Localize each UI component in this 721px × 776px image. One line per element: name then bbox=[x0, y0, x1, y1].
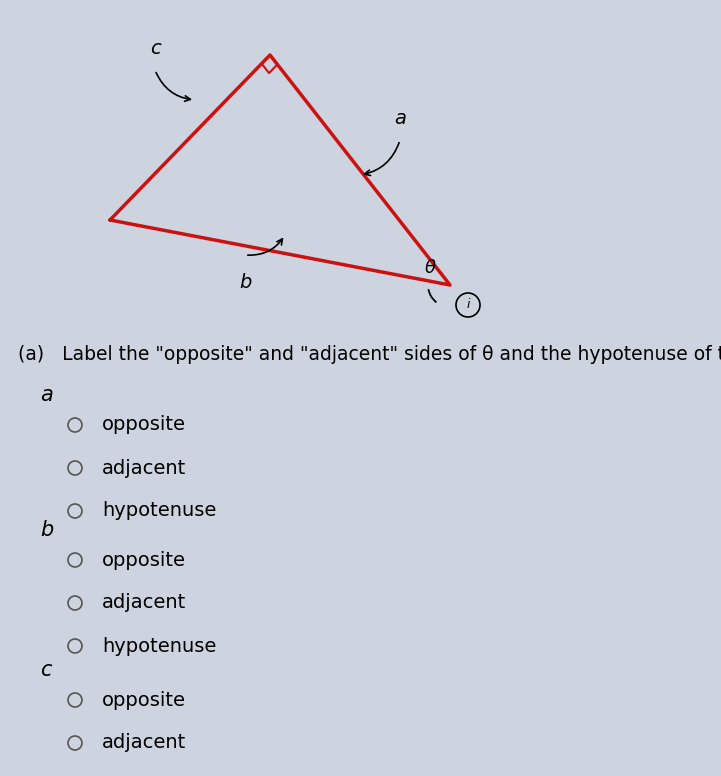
Text: hypotenuse: hypotenuse bbox=[102, 501, 216, 521]
Text: a: a bbox=[40, 385, 53, 405]
Text: a: a bbox=[394, 109, 406, 128]
Text: adjacent: adjacent bbox=[102, 459, 186, 477]
Text: adjacent: adjacent bbox=[102, 733, 186, 753]
Text: b: b bbox=[239, 273, 251, 292]
Text: opposite: opposite bbox=[102, 691, 186, 709]
Text: opposite: opposite bbox=[102, 415, 186, 435]
Text: (a)   Label the "opposite" and "adjacent" sides of θ and the hypotenuse of the t: (a) Label the "opposite" and "adjacent" … bbox=[18, 345, 721, 364]
Text: i: i bbox=[466, 299, 470, 311]
Text: $\theta$: $\theta$ bbox=[424, 259, 436, 277]
Text: c: c bbox=[40, 660, 51, 680]
Text: b: b bbox=[40, 520, 53, 540]
Text: adjacent: adjacent bbox=[102, 594, 186, 612]
Text: hypotenuse: hypotenuse bbox=[102, 636, 216, 656]
Text: opposite: opposite bbox=[102, 550, 186, 570]
Text: c: c bbox=[150, 39, 160, 58]
